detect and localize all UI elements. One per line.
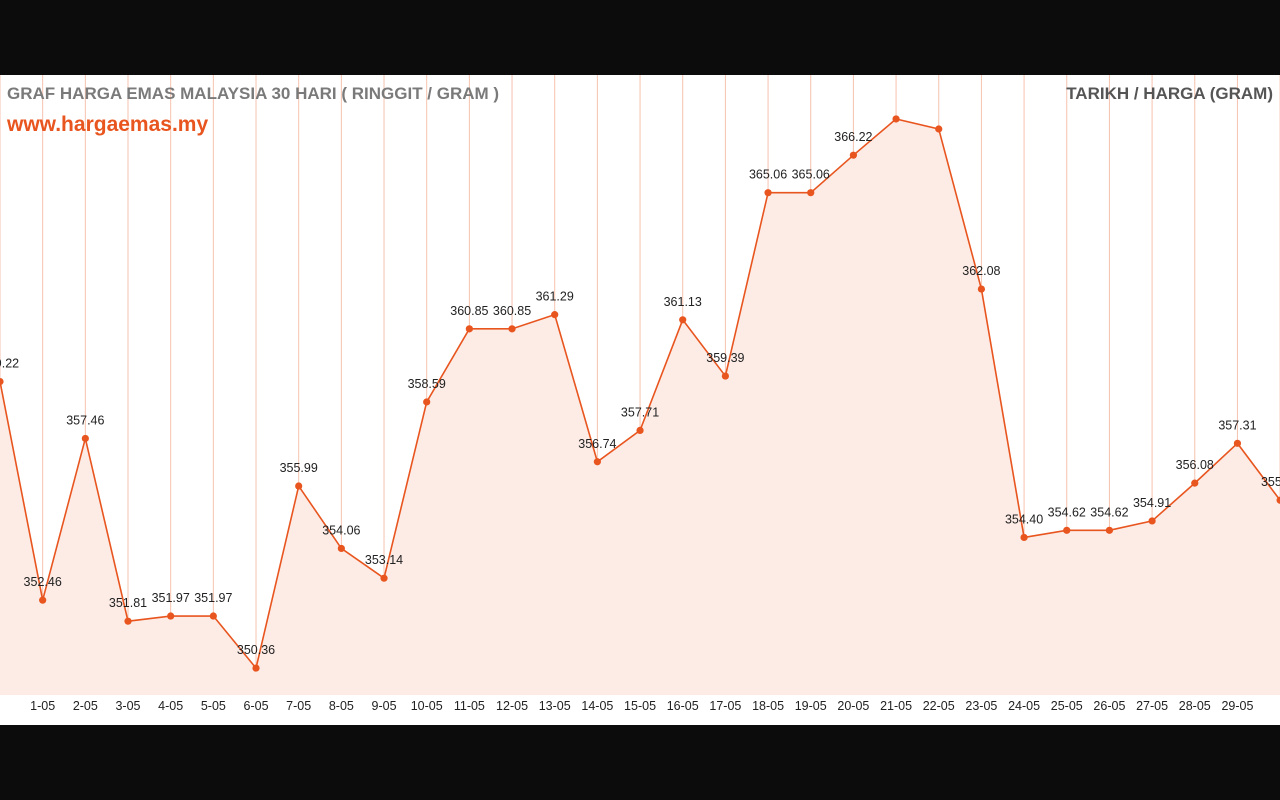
area-layer	[0, 118, 1280, 695]
data-label-27-05: 354.91	[1133, 496, 1171, 510]
tick-label-12-05: 12-05	[496, 699, 528, 713]
tick-label-23-05: 23-05	[965, 699, 997, 713]
data-label-24-05: 354.40	[1005, 512, 1043, 526]
data-point-11-05	[465, 325, 473, 333]
data-point-23-05	[977, 285, 986, 293]
data-label-23-05: 362.08	[962, 264, 1000, 278]
point-layer	[0, 115, 1280, 672]
tick-label-21-05: 21-05	[880, 699, 912, 713]
site-link[interactable]: www.hargaemas.my	[7, 113, 209, 136]
data-point-25-05	[1063, 526, 1071, 534]
data-point-18-05	[764, 189, 772, 197]
chart-area: 359.22 352.46 357.46 351.81 351.97 351.97 350.…	[0, 75, 1280, 725]
data-point-12-05	[508, 325, 516, 333]
data-point-16-05	[679, 316, 687, 324]
tick-label-7-05: 7-05	[286, 699, 311, 713]
data-label-14-05: 356.74	[578, 437, 616, 451]
data-label-30-04: 359.22	[0, 357, 19, 371]
data-label-8-05: 354.06	[322, 523, 360, 537]
data-point-7-05	[295, 482, 303, 490]
data-label-16-05: 361.13	[664, 295, 702, 309]
data-label-18-05: 365.06	[749, 168, 787, 182]
data-point-13-05	[551, 311, 559, 319]
data-point-5-05	[209, 612, 217, 620]
gold-price-chart: 359.22 352.46 357.46 351.81 351.97 351.97 350.…	[0, 75, 1280, 713]
data-label-19-05: 365.06	[792, 168, 830, 182]
data-point-10-05	[423, 398, 431, 406]
data-point-6-05	[252, 664, 260, 672]
chart-legend: TARIKH / HARGA (GRAM)	[1066, 84, 1273, 103]
tick-label-22-05: 22-05	[923, 699, 955, 713]
data-point-3-05	[124, 617, 132, 625]
tick-label-26-05: 26-05	[1093, 699, 1125, 713]
tick-label-19-05: 19-05	[795, 699, 827, 713]
series-area	[0, 118, 1280, 695]
data-point-28-05	[1191, 479, 1199, 487]
data-point-26-05	[1105, 526, 1114, 534]
data-label-25-05: 354.62	[1048, 505, 1086, 519]
data-point-22-05	[935, 125, 943, 133]
tick-label-13-05: 13-05	[539, 699, 571, 713]
tick-label-25-05: 25-05	[1051, 699, 1083, 713]
data-label-1-05: 352.46	[24, 575, 62, 589]
data-point-29-05	[1233, 439, 1242, 447]
data-point-24-05	[1020, 533, 1028, 542]
tick-label-14-05: 14-05	[581, 699, 613, 713]
data-label-30-05: 355.55	[1261, 475, 1280, 489]
label-layer: 359.22 352.46 357.46 351.81 351.97 351.97 350.…	[0, 130, 1280, 657]
data-point-19-05	[807, 189, 815, 197]
data-label-9-05: 353.14	[365, 553, 403, 567]
tick-label-3-05: 3-05	[115, 699, 140, 713]
data-label-13-05: 361.29	[536, 290, 574, 304]
tick-label-27-05: 27-05	[1136, 699, 1168, 713]
data-label-26-05: 354.62	[1090, 505, 1128, 519]
tick-label-16-05: 16-05	[667, 699, 699, 713]
tick-label-29-05: 29-05	[1221, 699, 1253, 713]
chart-title: GRAF HARGA EMAS MALAYSIA 30 HARI ( RINGG…	[7, 84, 500, 103]
data-point-21-05	[892, 115, 900, 123]
data-label-11-05: 360.85	[450, 304, 488, 318]
tick-label-4-05: 4-05	[158, 699, 183, 713]
data-point-30-05	[1276, 496, 1280, 504]
data-point-30-04	[0, 377, 4, 386]
data-label-29-05: 357.31	[1218, 418, 1256, 432]
tick-label-1-05: 1-05	[30, 699, 55, 713]
tick-label-28-05: 28-05	[1179, 699, 1211, 713]
data-point-2-05	[81, 434, 89, 443]
data-label-6-05: 350.36	[237, 643, 275, 657]
data-label-15-05: 357.71	[621, 405, 659, 419]
data-label-7-05: 355.99	[280, 461, 318, 475]
data-point-14-05	[593, 458, 601, 466]
data-point-27-05	[1148, 517, 1156, 525]
data-point-9-05	[380, 574, 388, 582]
tick-label-10-05: 10-05	[411, 699, 443, 713]
data-label-28-05: 356.08	[1176, 458, 1214, 472]
data-point-8-05	[337, 544, 345, 553]
data-label-5-05: 351.97	[194, 591, 232, 605]
tick-label-18-05: 18-05	[752, 699, 784, 713]
tick-label-15-05: 15-05	[624, 699, 656, 713]
data-label-3-05: 351.81	[109, 596, 147, 610]
tick-label-2-05: 2-05	[73, 699, 98, 713]
tick-layer: 1-05 2-05 3-05 4-05 5-05 6-05 7-05 8-05 9-05 10-0…	[30, 699, 1253, 713]
data-point-20-05	[849, 151, 858, 159]
tick-label-17-05: 17-05	[709, 699, 741, 713]
tick-label-5-05: 5-05	[201, 699, 226, 713]
data-label-20-05: 366.22	[834, 130, 872, 144]
data-point-1-05	[39, 596, 47, 604]
data-label-12-05: 360.85	[493, 304, 531, 318]
data-label-2-05: 357.46	[66, 413, 104, 427]
tick-label-6-05: 6-05	[244, 699, 269, 713]
data-label-17-05: 359.39	[706, 351, 744, 365]
tick-label-11-05: 11-05	[454, 699, 485, 713]
data-point-4-05	[167, 612, 175, 620]
tick-label-8-05: 8-05	[329, 699, 354, 713]
data-label-4-05: 351.97	[152, 591, 190, 605]
tick-label-9-05: 9-05	[372, 699, 397, 713]
data-label-10-05: 358.59	[408, 377, 446, 391]
tick-label-20-05: 20-05	[837, 699, 869, 713]
data-point-15-05	[636, 426, 644, 434]
data-point-17-05	[721, 372, 729, 380]
tick-label-24-05: 24-05	[1008, 699, 1040, 713]
